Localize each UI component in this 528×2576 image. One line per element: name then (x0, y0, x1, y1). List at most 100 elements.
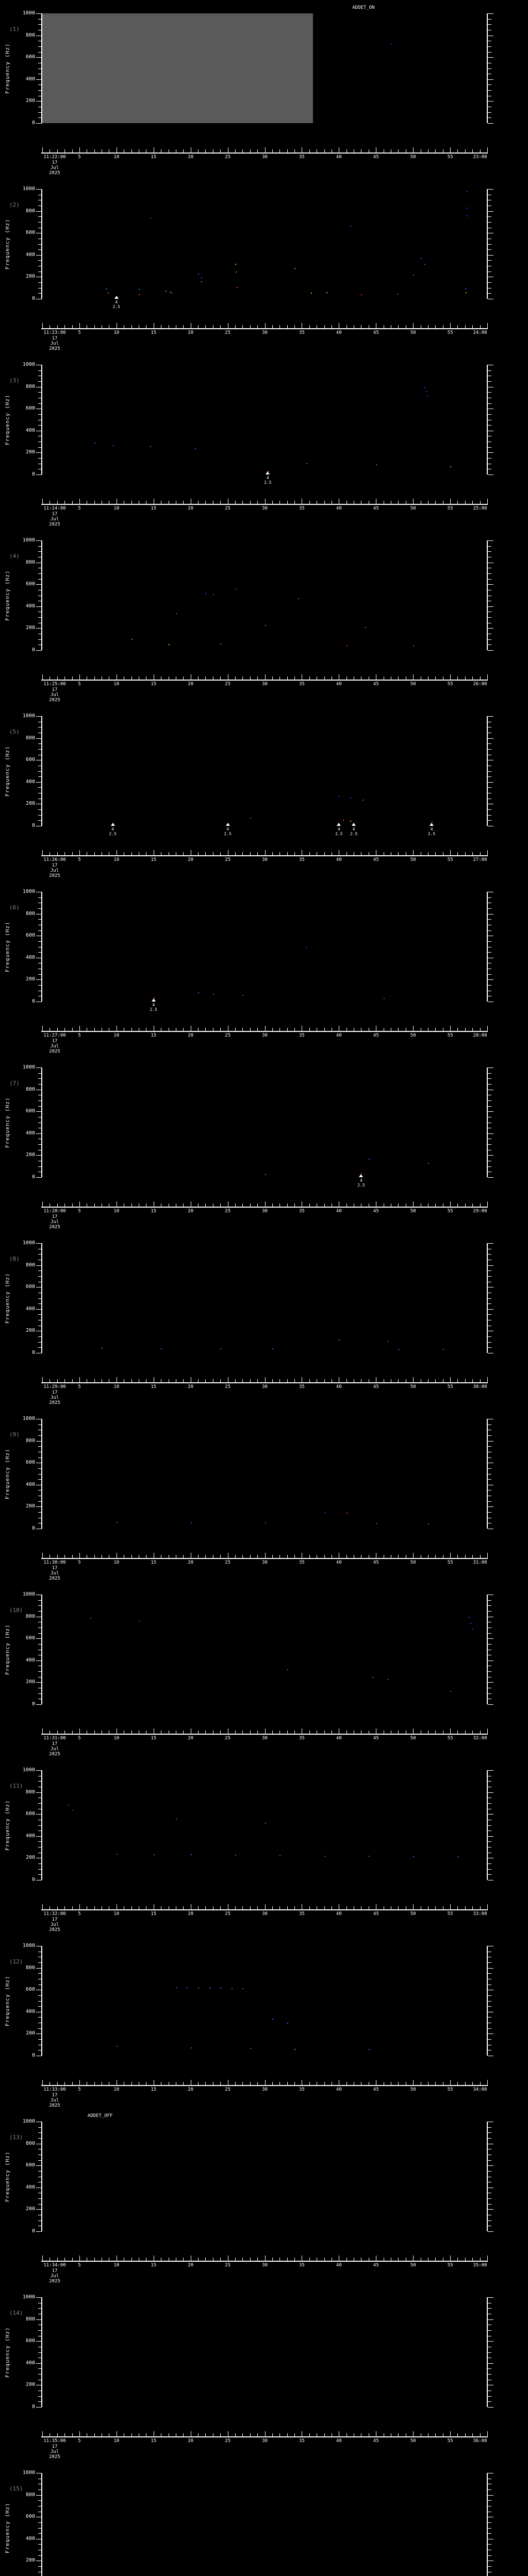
x-tick (287, 2258, 288, 2261)
y-tick (38, 2368, 42, 2369)
detection-point (398, 1348, 400, 1350)
detection-point (268, 470, 269, 472)
x-tick (279, 2258, 280, 2261)
x-tick (64, 1379, 65, 1382)
x-tick (242, 2082, 243, 2085)
x-tick-label: 55 (447, 506, 453, 511)
y-tick (38, 2028, 42, 2029)
x-tick-label: 25 (225, 1033, 230, 1038)
y-tick (38, 2396, 42, 2397)
detection-point (170, 291, 171, 293)
y-tick-right (488, 112, 491, 113)
x-tick (487, 2256, 488, 2261)
y-tick (38, 287, 42, 289)
y-tick-right (488, 1600, 491, 1601)
detection-point (466, 191, 468, 193)
x-tick (346, 1204, 347, 1207)
x-tick (183, 676, 184, 680)
detection-point (190, 1522, 192, 1523)
y-tick-right (488, 1111, 493, 1112)
detection-point (212, 594, 214, 595)
x-tick (287, 1555, 288, 1558)
x-tick (205, 2433, 206, 2436)
x-axis (41, 152, 488, 154)
detection-point (153, 1854, 155, 1855)
y-tick (36, 782, 42, 783)
y-axis (41, 892, 42, 1002)
y-tick (36, 1660, 42, 1661)
y-tick-right (488, 1660, 493, 1661)
y-tick (38, 546, 42, 547)
x-tick-label: 15 (151, 682, 157, 687)
y-tick-right (488, 2204, 491, 2205)
y-tick-right (488, 584, 493, 585)
y-tick (38, 1605, 42, 1606)
detection-point (450, 1691, 452, 1692)
detection-point (198, 992, 200, 993)
x-tick (450, 850, 451, 855)
y-tick-right (488, 1309, 493, 1310)
x-tick (272, 1204, 273, 1207)
x-axis-date: 17 Jul 2025 (49, 1741, 60, 1757)
x-tick-label: 25 (225, 2263, 230, 2268)
x-tick-label: 40 (336, 1384, 342, 1389)
y-tick-right (488, 782, 493, 783)
y-tick-right (488, 1067, 493, 1068)
x-tick (287, 2082, 288, 2085)
y-tick-label: 200 (25, 625, 35, 631)
x-tick (72, 2082, 73, 2085)
y-tick (38, 579, 42, 580)
detection-point (425, 391, 427, 393)
x-axis-end-label: 36:00 (473, 2438, 487, 2444)
y-tick-right (488, 1869, 491, 1870)
y-tick (38, 249, 42, 250)
spectrogram-panel: 0 200 400 600 800 1000 Frequency (Hz) (7) 4 2.5 5 1… (0, 1061, 528, 1237)
event-marker-triangle (352, 823, 356, 826)
y-axis (41, 1243, 42, 1353)
x-axis-start-label: 11:34:00 (43, 2263, 66, 2268)
x-axis-date: 17 Jul 2025 (49, 512, 60, 527)
y-tick-label: 1000 (22, 1767, 35, 1773)
y-tick-right (488, 738, 493, 739)
x-tick (183, 1731, 184, 1734)
y-tick-label: 0 (31, 998, 35, 1004)
detection-point (209, 1987, 210, 1989)
x-tick (294, 1731, 295, 1734)
y-tick-label: 200 (25, 2030, 35, 2037)
x-axis-date: 17 Jul 2025 (49, 160, 60, 176)
x-tick (294, 676, 295, 680)
x-tick-label: 20 (188, 1384, 194, 1389)
detection-point (116, 1853, 118, 1855)
x-axis-end-label: 23:00 (473, 155, 487, 160)
y-tick-right (488, 282, 491, 283)
x-tick (398, 2258, 399, 2261)
detection-point (205, 593, 207, 595)
y-tick-right (488, 2396, 491, 2397)
y-tick-right (488, 2209, 493, 2210)
y-tick (38, 381, 42, 382)
x-tick (131, 1731, 132, 1734)
y-tick-label: 400 (25, 1657, 35, 1663)
x-tick (435, 1906, 436, 1909)
y-tick-label: 600 (25, 230, 35, 236)
x-tick (250, 325, 251, 328)
x-tick (465, 852, 466, 855)
x-tick (287, 1204, 288, 1207)
x-tick (287, 676, 288, 680)
x-tick (220, 1379, 221, 1382)
y-tick (38, 260, 42, 261)
y-tick (38, 2160, 42, 2161)
x-tick (435, 1028, 436, 1031)
y-tick (38, 2017, 42, 2018)
x-axis-start-label: 11:27:00 (43, 1033, 66, 1038)
x-tick-label: 55 (447, 2087, 453, 2092)
detection-point (175, 613, 177, 615)
y-tick-label: 600 (25, 933, 35, 939)
x-tick (250, 852, 251, 855)
y-tick (36, 716, 42, 717)
y-tick-label: 400 (25, 427, 35, 433)
y-tick (38, 447, 42, 448)
detection-point (220, 1988, 222, 1989)
y-tick-right (488, 1506, 493, 1507)
y-tick-label: 800 (25, 1437, 35, 1444)
